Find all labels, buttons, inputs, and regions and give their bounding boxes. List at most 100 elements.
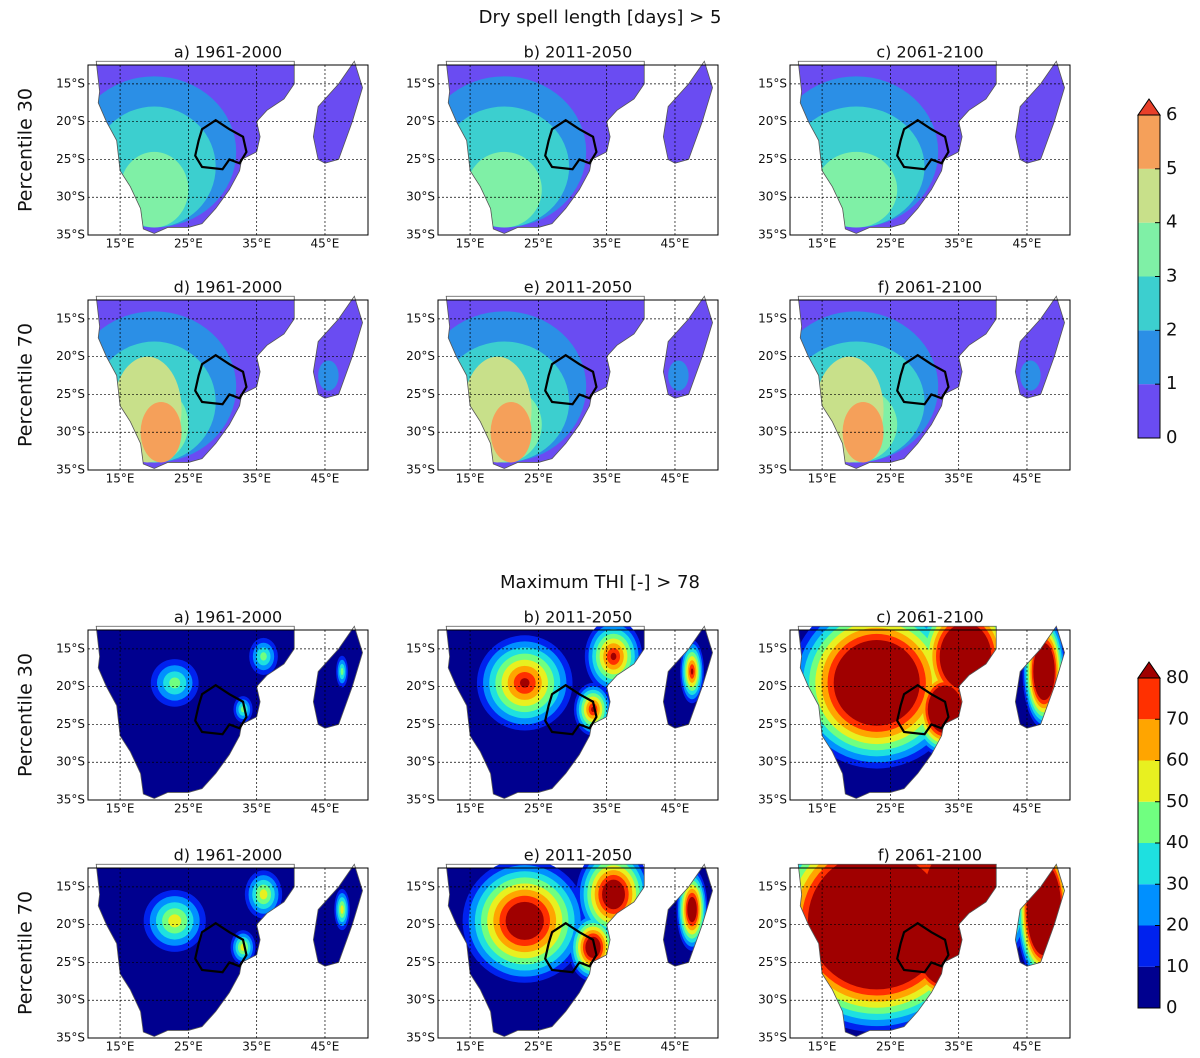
colorbar-tick-label: 5 xyxy=(1166,158,1177,179)
panel-frame xyxy=(87,299,369,471)
field-blob xyxy=(602,879,625,910)
colorbar-tick-label: 1 xyxy=(1166,373,1177,394)
field-blob xyxy=(505,901,544,940)
panel-title: a) 1961-2000 xyxy=(174,608,282,627)
catchment-outline xyxy=(896,353,950,406)
y-tick-label: 30°S xyxy=(406,993,435,1007)
field-blob xyxy=(168,914,182,928)
y-tick-label: 25°S xyxy=(758,955,787,969)
x-tick-label: 25°E xyxy=(524,1040,553,1054)
catchment-outline xyxy=(194,353,248,406)
x-tick-label: 45°E xyxy=(1013,1040,1042,1054)
y-tick-label: 20°S xyxy=(406,917,435,931)
y-tick-label: 15°S xyxy=(56,76,85,90)
y-tick-label: 15°S xyxy=(56,879,85,893)
field-base xyxy=(96,630,363,799)
colorbar-tick-label: 50 xyxy=(1166,791,1189,812)
y-tick-label: 25°S xyxy=(406,955,435,969)
x-tick-label: 15°E xyxy=(106,802,135,816)
catchment-outline xyxy=(896,683,950,736)
y-tick-label: 25°S xyxy=(406,387,435,401)
y-tick-label: 35°S xyxy=(406,1031,435,1045)
panel-frame xyxy=(87,64,369,236)
field-blob xyxy=(340,905,344,914)
panel-frame xyxy=(437,299,719,471)
field-blob xyxy=(833,640,920,726)
catchment-outline xyxy=(544,921,598,974)
x-tick-label: 25°E xyxy=(524,237,553,251)
x-tick-label: 25°E xyxy=(524,802,553,816)
colorbar-tick-label: 0 xyxy=(1166,997,1177,1018)
y-tick-label: 15°S xyxy=(758,311,787,325)
panel-frame xyxy=(87,867,369,1039)
map-field xyxy=(96,630,363,799)
colorbar-tick-label: 6 xyxy=(1166,104,1177,125)
catchment-outline xyxy=(194,683,248,736)
colorbar-segment xyxy=(1138,330,1160,385)
panel-frame xyxy=(437,629,719,801)
coastline xyxy=(1014,625,1065,729)
x-tick-label: 35°E xyxy=(592,237,621,251)
coastline xyxy=(312,625,363,729)
y-tick-label: 20°S xyxy=(758,349,787,363)
field-blob xyxy=(260,652,267,661)
y-tick-label: 30°S xyxy=(56,993,85,1007)
x-tick-label: 15°E xyxy=(106,472,135,486)
x-tick-label: 25°E xyxy=(876,802,905,816)
figure-title: Maximum THI [-] > 78 xyxy=(500,572,700,593)
panel-title: e) 2011-2050 xyxy=(524,846,632,865)
panel-title: d) 1961-2000 xyxy=(174,846,283,865)
x-tick-label: 35°E xyxy=(944,802,973,816)
y-tick-label: 25°S xyxy=(758,717,787,731)
y-tick-label: 25°S xyxy=(56,152,85,166)
map-field xyxy=(798,300,1065,469)
y-tick-label: 30°S xyxy=(56,755,85,769)
coastline xyxy=(312,863,363,967)
catchment-outline xyxy=(896,118,950,171)
y-tick-label: 30°S xyxy=(406,190,435,204)
coastline xyxy=(445,863,645,1037)
catchment-outline xyxy=(194,921,248,974)
y-tick-label: 25°S xyxy=(758,387,787,401)
catchment-outline xyxy=(544,683,598,736)
y-tick-label: 35°S xyxy=(56,228,85,242)
map-field xyxy=(446,300,713,469)
y-tick-label: 20°S xyxy=(758,917,787,931)
field-blob xyxy=(1033,642,1055,701)
map-field xyxy=(446,626,713,799)
field-blob xyxy=(340,667,344,676)
y-tick-label: 25°S xyxy=(56,387,85,401)
panel-frame xyxy=(87,629,369,801)
coastline xyxy=(797,295,997,469)
catchment-outline xyxy=(194,118,248,171)
coastline xyxy=(312,295,363,399)
y-tick-label: 35°S xyxy=(406,228,435,242)
panel-frame xyxy=(437,867,719,1039)
x-tick-label: 25°E xyxy=(174,472,203,486)
colorbar-segment xyxy=(1138,966,1160,1008)
field-blob xyxy=(519,678,530,688)
y-tick-label: 15°S xyxy=(406,76,435,90)
y-tick-label: 30°S xyxy=(758,425,787,439)
x-tick-label: 45°E xyxy=(661,237,690,251)
coastline xyxy=(1014,863,1065,967)
x-tick-label: 15°E xyxy=(808,1040,837,1054)
coastline xyxy=(445,60,645,234)
x-tick-label: 45°E xyxy=(1013,472,1042,486)
y-tick-label: 30°S xyxy=(406,425,435,439)
y-tick-label: 30°S xyxy=(56,190,85,204)
colorbar-segment xyxy=(1138,884,1160,926)
colorbar-tick-label: 60 xyxy=(1166,750,1189,771)
y-tick-label: 35°S xyxy=(758,228,787,242)
panel-title: f) 2061-2100 xyxy=(878,846,982,865)
y-tick-label: 35°S xyxy=(758,463,787,477)
field-blob xyxy=(259,889,268,900)
panel-title: f) 2061-2100 xyxy=(878,278,982,297)
x-tick-label: 35°E xyxy=(592,802,621,816)
x-tick-label: 45°E xyxy=(311,472,340,486)
row-label: Percentile 30 xyxy=(15,653,37,777)
y-tick-label: 30°S xyxy=(758,190,787,204)
y-tick-label: 25°S xyxy=(406,152,435,166)
panel-frame xyxy=(789,64,1071,236)
panel-frame xyxy=(789,867,1071,1039)
